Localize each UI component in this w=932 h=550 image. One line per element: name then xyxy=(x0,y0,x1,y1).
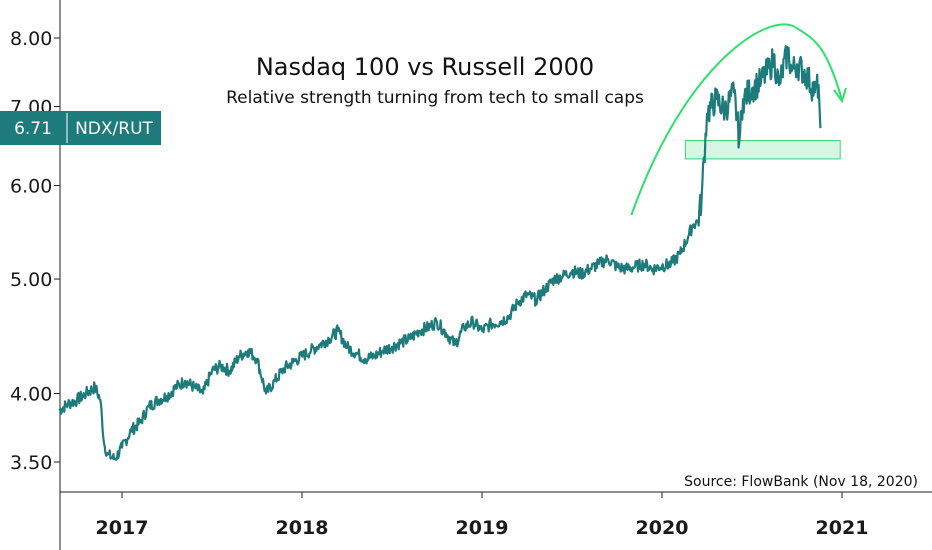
x-axis-ticks: 2017 2018 2019 2020 2021 xyxy=(96,492,869,539)
last-value-badge: 6.71 NDX/RUT xyxy=(0,111,161,145)
last-value: 6.71 xyxy=(14,119,52,139)
y-tick-label-3: 6.00 xyxy=(10,176,52,198)
arc-arrowhead xyxy=(833,87,847,104)
support-zone-box xyxy=(684,140,841,160)
x-tick-label-2: 2019 xyxy=(456,517,509,539)
y-tick-label-1: 4.00 xyxy=(10,384,52,406)
x-tick-label-3: 2020 xyxy=(636,517,689,539)
series-label: NDX/RUT xyxy=(75,119,153,139)
y-axis-ticks: 3.504.005.006.007.008.00 xyxy=(10,28,60,474)
x-tick-label-0: 2017 xyxy=(96,517,149,539)
x-tick-label-4: 2021 xyxy=(816,517,869,539)
x-tick-label-1: 2018 xyxy=(276,517,329,539)
chart-subtitle: Relative strength turning from tech to s… xyxy=(226,88,644,108)
y-tick-label-5: 8.00 xyxy=(10,28,52,50)
y-tick-label-2: 5.00 xyxy=(10,269,52,291)
chart-title: Nasdaq 100 vs Russell 2000 xyxy=(256,53,594,81)
y-tick-label-0: 3.50 xyxy=(10,452,52,474)
rotation-arc-arrow xyxy=(630,23,843,216)
source-note: Source: FlowBank (Nov 18, 2020) xyxy=(684,474,918,490)
series-line-ndx-rut xyxy=(58,45,822,461)
